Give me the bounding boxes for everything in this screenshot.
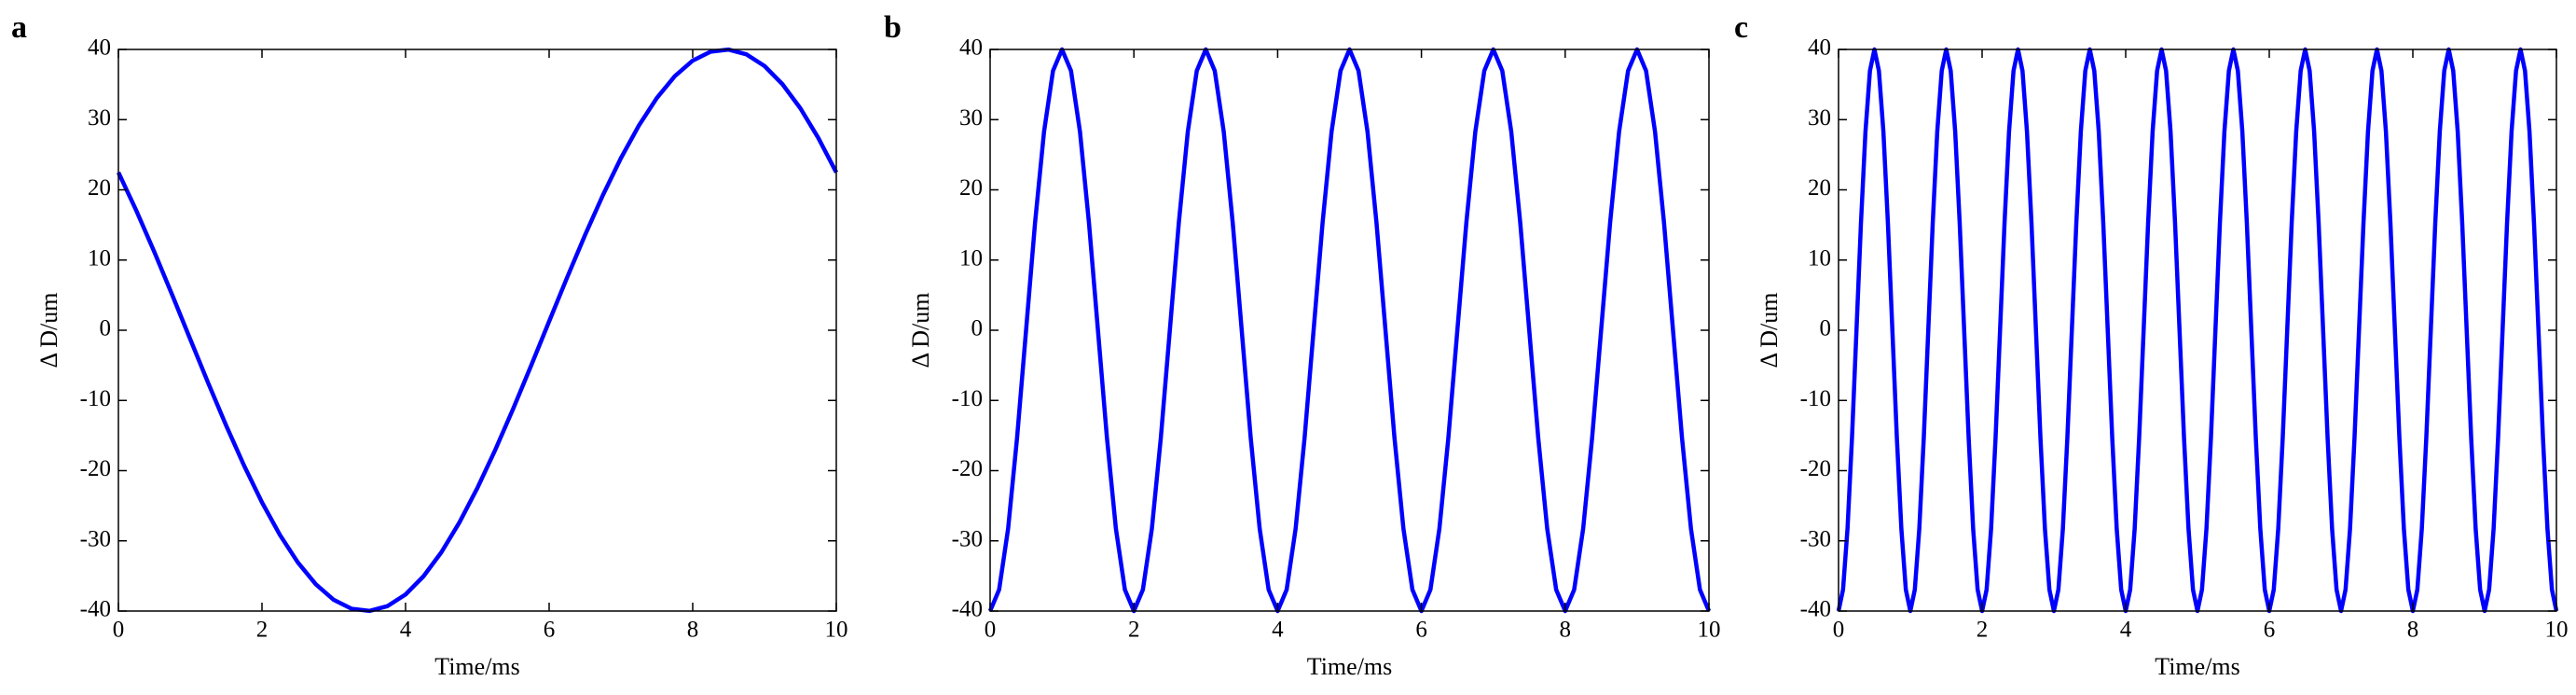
x-tick-label: 8	[687, 618, 699, 643]
x-axis-title: Time/ms	[434, 653, 520, 680]
y-tick-label: 20	[959, 175, 983, 201]
y-tick-label: -40	[1800, 597, 1831, 622]
x-axis-title: Time/ms	[1307, 653, 1393, 680]
x-tick-label: 6	[544, 618, 556, 643]
y-tick-label: -10	[952, 386, 983, 411]
x-tick-label: 2	[256, 618, 269, 643]
y-tick-label: 10	[959, 245, 983, 271]
y-tick-label: -10	[80, 386, 111, 411]
y-tick-label: -20	[1800, 456, 1831, 481]
y-tick-label: 40	[1808, 35, 1831, 61]
x-tick-label: 0	[1833, 618, 1845, 643]
y-axis-title: Δ D/um	[1756, 292, 1783, 368]
y-tick-label: 0	[1820, 316, 1832, 341]
panel-label: a	[11, 10, 27, 45]
axes-box	[117, 49, 837, 612]
data-line	[987, 47, 1712, 614]
axes-box	[1838, 49, 2557, 612]
x-tick-label: 10	[1698, 618, 1721, 643]
x-tick-label: 6	[1415, 618, 1427, 643]
x-tick-label: 2	[1128, 618, 1140, 643]
y-tick-label: -30	[952, 526, 983, 551]
y-tick-label: 20	[1808, 175, 1831, 201]
y-tick-label: 30	[1808, 105, 1831, 131]
y-tick-label: 30	[88, 105, 111, 131]
y-tick-label: -10	[1800, 386, 1831, 411]
y-tick-label: 10	[88, 245, 111, 271]
y-tick-label: -40	[952, 597, 983, 622]
y-tick-label: 0	[971, 316, 984, 341]
y-tick-label: 40	[88, 35, 111, 61]
panel-label: c	[1734, 10, 1748, 45]
y-tick-label: -30	[80, 526, 111, 551]
x-tick-label: 4	[1272, 618, 1284, 643]
x-tick-label: 0	[113, 618, 125, 643]
x-tick-label: 2	[1977, 618, 1989, 643]
x-tick-label: 8	[1560, 618, 1572, 643]
data-line	[1836, 47, 2559, 614]
x-axis-title: Time/ms	[2155, 653, 2240, 680]
y-tick-label: 0	[100, 316, 112, 341]
x-tick-label: 0	[985, 618, 997, 643]
y-tick-label: -40	[80, 597, 111, 622]
data-line	[116, 47, 838, 614]
x-tick-label: 4	[2120, 618, 2132, 643]
y-axis-title: Δ D/um	[35, 292, 62, 368]
y-tick-label: -30	[1800, 526, 1831, 551]
x-tick-label: 8	[2407, 618, 2419, 643]
y-axis-title: Δ D/um	[907, 292, 934, 368]
y-tick-label: -20	[80, 456, 111, 481]
y-tick-label: -20	[952, 456, 983, 481]
y-tick-label: 20	[88, 175, 111, 201]
x-tick-label: 4	[400, 618, 412, 643]
x-tick-label: 6	[2264, 618, 2276, 643]
panel-label: b	[884, 10, 902, 45]
x-tick-label: 10	[2545, 618, 2569, 643]
y-tick-label: 40	[959, 35, 983, 61]
y-tick-label: 30	[959, 105, 983, 131]
x-tick-label: 10	[825, 618, 848, 643]
y-tick-label: 10	[1808, 245, 1831, 271]
